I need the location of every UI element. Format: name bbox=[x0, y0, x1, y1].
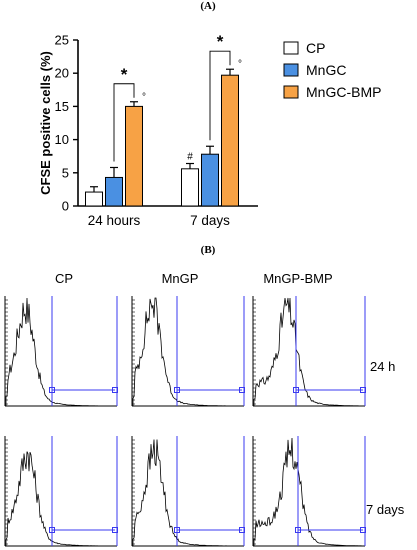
gate-handle bbox=[174, 387, 180, 393]
hash-marker: # bbox=[187, 152, 193, 163]
legend-swatch-cp bbox=[283, 41, 299, 55]
gate-handle bbox=[174, 527, 180, 533]
flow-column-title-cp: CP bbox=[54, 271, 74, 286]
flow-row-label-24h: 24 h bbox=[370, 359, 396, 374]
histogram-mngp-24h bbox=[131, 296, 245, 407]
y-axis-title: CFSE positive cells (%) bbox=[38, 51, 53, 195]
histogram-trace bbox=[253, 297, 362, 407]
histogram-trace bbox=[5, 451, 114, 547]
flow-column-title-mngp-bmp: MnGP-BMP bbox=[263, 271, 333, 286]
histogram-trace bbox=[253, 437, 363, 547]
y-tick-label: 0 bbox=[62, 199, 69, 214]
flow-row-label-7days: 7 days bbox=[366, 502, 405, 517]
significance-bracket bbox=[113, 83, 135, 162]
y-tick-label: 25 bbox=[55, 33, 69, 48]
histogram-trace bbox=[5, 297, 114, 407]
y-tick-label: 5 bbox=[62, 165, 69, 180]
histogram-mngp-7days bbox=[131, 436, 245, 547]
degree-marker: ° bbox=[238, 59, 242, 70]
bar-mngc-bmp bbox=[221, 74, 239, 207]
x-tick-label: 7 days bbox=[190, 213, 230, 228]
histogram-cp-24h bbox=[4, 296, 118, 407]
histogram-trace bbox=[132, 297, 241, 407]
gate-handle bbox=[49, 527, 55, 533]
gate-handle bbox=[295, 527, 301, 533]
panel-b-label: (B) bbox=[200, 244, 216, 256]
bar-cp bbox=[181, 168, 199, 207]
gate-handle bbox=[293, 387, 299, 393]
legend-swatch-mngc-bmp bbox=[283, 85, 299, 99]
legend-label-mngc-bmp: MnGC-BMP bbox=[306, 84, 381, 100]
gate-handle bbox=[49, 387, 55, 393]
panel-a-label: (A) bbox=[200, 0, 216, 12]
histogram-mngp-bmp-24h bbox=[252, 296, 366, 407]
bar-mngc bbox=[105, 176, 123, 207]
bar-mngc bbox=[201, 153, 219, 207]
degree-marker: ° bbox=[142, 92, 146, 103]
histogram-trace bbox=[132, 439, 241, 547]
y-tick-label: 20 bbox=[55, 66, 69, 81]
y-tick-label: 15 bbox=[55, 99, 69, 114]
legend-label-cp: CP bbox=[306, 40, 325, 56]
histogram-mngp-bmp-7days bbox=[252, 436, 366, 547]
significance-star: * bbox=[121, 65, 128, 84]
significance-bracket bbox=[209, 50, 231, 141]
flow-column-title-mngp: MnGP bbox=[161, 271, 199, 286]
bar-mngc-bmp bbox=[125, 105, 143, 207]
x-tick-label: 24 hours bbox=[88, 213, 141, 228]
significance-star: * bbox=[217, 32, 224, 51]
legend-swatch-mngc bbox=[283, 63, 299, 77]
histogram-cp-7days bbox=[4, 436, 118, 547]
bar-cp bbox=[85, 191, 103, 207]
legend-label-mngc: MnGC bbox=[306, 62, 346, 78]
y-tick-label: 10 bbox=[55, 132, 69, 147]
